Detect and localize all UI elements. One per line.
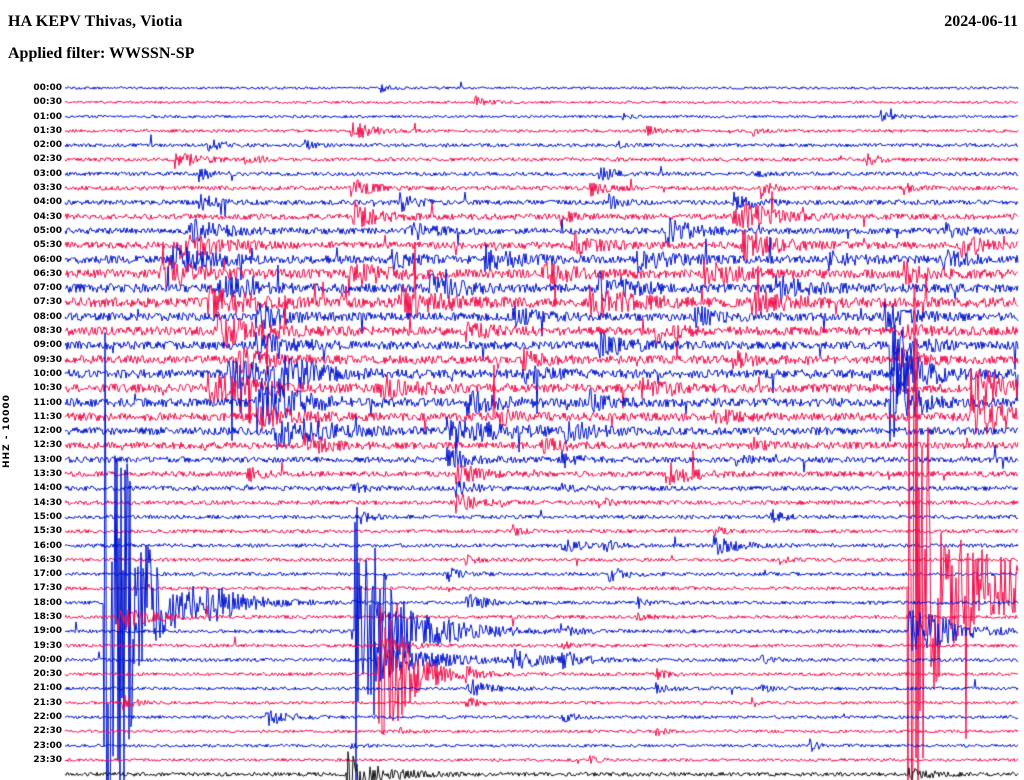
time-label: 21:00 bbox=[33, 683, 62, 694]
time-labels-column: 00:00 00:30 01:00 01:30 02:00 02:30 03:00 03:30… bbox=[0, 0, 62, 780]
time-label: 16:30 bbox=[33, 554, 62, 565]
time-label: 04:00 bbox=[33, 197, 62, 208]
time-label: 23:30 bbox=[33, 754, 62, 765]
time-label: 08:30 bbox=[33, 326, 62, 337]
time-label: 00:00 bbox=[33, 83, 62, 93]
time-label: 10:30 bbox=[33, 383, 62, 394]
time-label: 15:30 bbox=[33, 526, 62, 537]
time-label: 21:30 bbox=[33, 697, 62, 708]
time-label: 05:30 bbox=[33, 240, 62, 251]
time-label: 15:00 bbox=[33, 511, 62, 522]
time-label: 06:30 bbox=[33, 268, 62, 279]
time-label: 12:00 bbox=[33, 426, 62, 437]
time-label: 13:30 bbox=[33, 469, 62, 480]
time-label: 04:30 bbox=[33, 211, 62, 222]
time-label: 09:30 bbox=[33, 354, 62, 365]
time-label: 18:00 bbox=[33, 597, 62, 608]
time-label: 10:00 bbox=[33, 368, 62, 379]
time-label: 02:00 bbox=[33, 140, 62, 151]
time-label: 14:00 bbox=[33, 483, 62, 494]
time-label: 17:30 bbox=[33, 583, 62, 594]
time-label: 06:00 bbox=[33, 254, 62, 265]
time-label: 03:30 bbox=[33, 183, 62, 194]
time-label: 12:30 bbox=[33, 440, 62, 451]
time-label: 02:30 bbox=[33, 154, 62, 165]
time-label: 17:00 bbox=[33, 569, 62, 580]
time-label: 20:00 bbox=[33, 654, 62, 665]
time-label: 07:00 bbox=[33, 283, 62, 294]
time-label: 11:30 bbox=[33, 411, 62, 422]
time-label: 13:00 bbox=[33, 454, 62, 465]
time-label: 18:30 bbox=[33, 611, 62, 622]
time-label: 22:30 bbox=[33, 726, 62, 737]
time-label: 20:30 bbox=[33, 669, 62, 680]
time-label: 16:00 bbox=[33, 540, 62, 551]
time-label: 08:00 bbox=[33, 311, 62, 322]
time-label: 03:00 bbox=[33, 168, 62, 179]
time-label: 19:00 bbox=[33, 626, 62, 637]
record-date: 2024-06-11 bbox=[944, 13, 1018, 30]
time-label: 14:30 bbox=[33, 497, 62, 508]
time-label: 11:00 bbox=[33, 397, 62, 408]
time-label: 09:00 bbox=[33, 340, 62, 351]
time-label: 01:00 bbox=[33, 111, 62, 122]
time-label: 00:30 bbox=[33, 97, 62, 108]
time-label: 22:00 bbox=[33, 712, 62, 723]
time-label: 23:00 bbox=[33, 740, 62, 751]
time-label: 05:00 bbox=[33, 225, 62, 236]
time-label: 01:30 bbox=[33, 125, 62, 136]
time-label: 07:30 bbox=[33, 297, 62, 308]
time-label: 19:30 bbox=[33, 640, 62, 651]
